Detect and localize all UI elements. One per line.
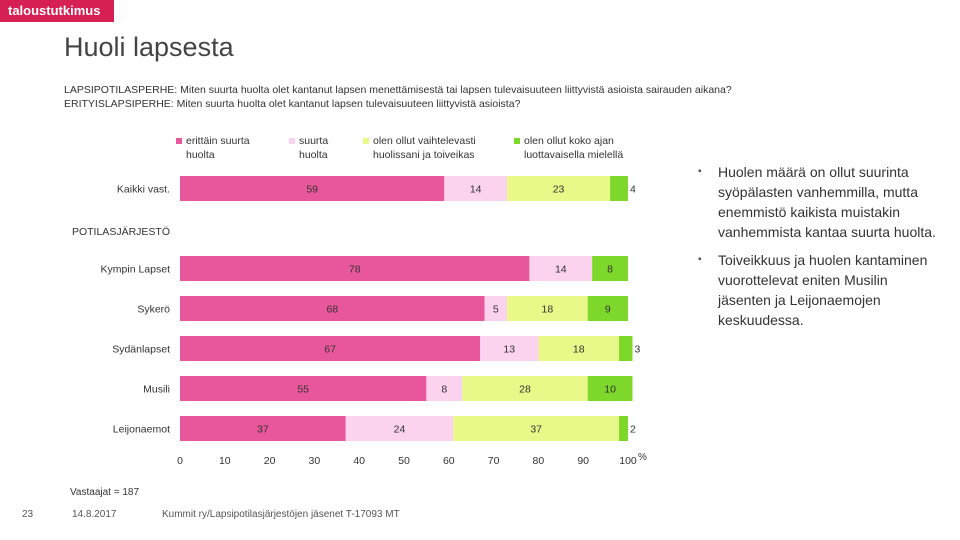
legend-label: huolta — [299, 149, 328, 161]
bar-segment — [507, 176, 611, 201]
bar-segment — [587, 376, 633, 401]
stacked-bar-chart: erittäin suurta huolta suurta huolta olen ol… — [72, 135, 647, 467]
bar-segment — [180, 336, 481, 361]
x-tick-label: 100 — [619, 455, 637, 467]
x-tick-label: 10 — [219, 455, 231, 467]
x-tick-label: 30 — [309, 455, 321, 467]
x-tick-label: 80 — [533, 455, 545, 467]
data-label: 3 — [634, 344, 640, 356]
legend-label: luottavaisella mielellä — [524, 149, 623, 161]
x-tick-label: 20 — [264, 455, 276, 467]
bar-segment — [507, 296, 588, 321]
bar-segment — [592, 256, 628, 281]
x-tick-label: 0 — [177, 455, 183, 467]
bar-segment — [426, 376, 463, 401]
x-tick-label: 90 — [577, 455, 589, 467]
bar-segment — [180, 296, 485, 321]
data-label: 9 — [605, 304, 611, 316]
data-label: 37 — [257, 424, 269, 436]
bar-segment — [619, 416, 628, 441]
bar-segment — [480, 336, 539, 361]
finding-text: Toiveikkuus ja huolen kantaminen vuorott… — [718, 252, 928, 328]
legend-swatch — [176, 138, 182, 144]
data-label: 14 — [470, 184, 482, 196]
x-tick-label: 60 — [443, 455, 455, 467]
brand-logo: taloustutkimus — [0, 0, 114, 22]
x-axis: 0 10 20 30 40 50 60 70 80 90 100% — [177, 452, 647, 467]
bar-segment — [180, 256, 530, 281]
data-label: 24 — [394, 424, 406, 436]
category-label: Kympin Lapset — [101, 264, 171, 276]
bar-segment — [619, 336, 633, 361]
category-label: Sykerö — [137, 304, 170, 316]
question-text: LAPSIPOTILASPERHE: Miten suurta huolta o… — [64, 83, 732, 111]
data-label: 8 — [607, 264, 613, 276]
bullet-icon: ▪ — [698, 254, 702, 265]
slide-number: 23 — [22, 509, 34, 520]
bar-segment — [462, 376, 588, 401]
data-label: 5 — [493, 304, 499, 316]
legend-label: suurta — [299, 135, 328, 147]
bar-segment — [345, 416, 454, 441]
legend-swatch — [289, 138, 295, 144]
data-label: 18 — [542, 304, 554, 316]
data-label: 18 — [573, 344, 585, 356]
bar-segment — [538, 336, 620, 361]
chart-legend: erittäin suurta huolta suurta huolta olen ol… — [176, 135, 623, 161]
category-label: Musili — [143, 384, 170, 396]
legend-swatch — [363, 138, 369, 144]
question-line-2: ERITYISLAPSIPERHE: Miten suurta huolta o… — [64, 98, 521, 110]
data-label: 59 — [306, 184, 318, 196]
report-source: Kummit ry/Lapsipotilasjärjestöjen jäsene… — [162, 509, 400, 520]
x-tick-label: 40 — [353, 455, 365, 467]
category-label: Leijonaemot — [113, 424, 170, 436]
bar-segment — [180, 176, 445, 201]
legend-label: erittäin suurta — [186, 135, 250, 147]
bar-segment — [610, 176, 628, 201]
data-label: 37 — [530, 424, 542, 436]
bar-segment — [180, 416, 346, 441]
x-unit-label: % — [638, 452, 647, 463]
data-label: 68 — [326, 304, 338, 316]
bar-segment — [484, 296, 508, 321]
data-label: 2 — [630, 424, 636, 436]
data-label: 13 — [503, 344, 515, 356]
finding-item: ▪ Huolen määrä on ollut suurinta syöpäla… — [698, 162, 938, 242]
bar-segment — [529, 256, 593, 281]
data-label: 55 — [297, 384, 309, 396]
report-date: 14.8.2017 — [72, 509, 117, 520]
bar-segment — [180, 376, 427, 401]
legend-label: olen ollut vaihtelevasti — [373, 135, 476, 147]
x-tick-label: 70 — [488, 455, 500, 467]
page-title: Huoli lapsesta — [64, 32, 234, 62]
data-label: 28 — [519, 384, 531, 396]
data-label: 67 — [324, 344, 336, 356]
category-label: Sydänlapset — [112, 344, 170, 356]
data-label: 10 — [604, 384, 616, 396]
section-label: POTILASJÄRJESTÖ — [72, 226, 170, 238]
finding-text: Huolen määrä on ollut suurinta syöpälast… — [718, 164, 936, 240]
key-findings: ▪ Huolen määrä on ollut suurinta syöpäla… — [698, 162, 938, 338]
question-line-1: LAPSIPOTILASPERHE: Miten suurta huolta o… — [64, 84, 732, 96]
respondent-count: Vastaajat = 187 — [70, 487, 140, 498]
bar-segment — [453, 416, 620, 441]
legend-label: olen ollut koko ajan — [524, 135, 614, 147]
legend-label: huolta — [186, 149, 215, 161]
x-tick-label: 50 — [398, 455, 410, 467]
data-label: 8 — [441, 384, 447, 396]
bar-segment — [587, 296, 628, 321]
category-label: Kaikki vast. — [117, 184, 170, 196]
data-label: 78 — [349, 264, 361, 276]
legend-swatch — [514, 138, 520, 144]
data-label: 4 — [630, 184, 636, 196]
bullet-icon: ▪ — [698, 166, 702, 177]
data-label: 14 — [555, 264, 567, 276]
finding-item: ▪ Toiveikkuus ja huolen kantaminen vuoro… — [698, 250, 938, 330]
data-label: 23 — [553, 184, 565, 196]
bar-segment — [444, 176, 508, 201]
legend-label: huolissani ja toiveikas — [373, 149, 475, 161]
